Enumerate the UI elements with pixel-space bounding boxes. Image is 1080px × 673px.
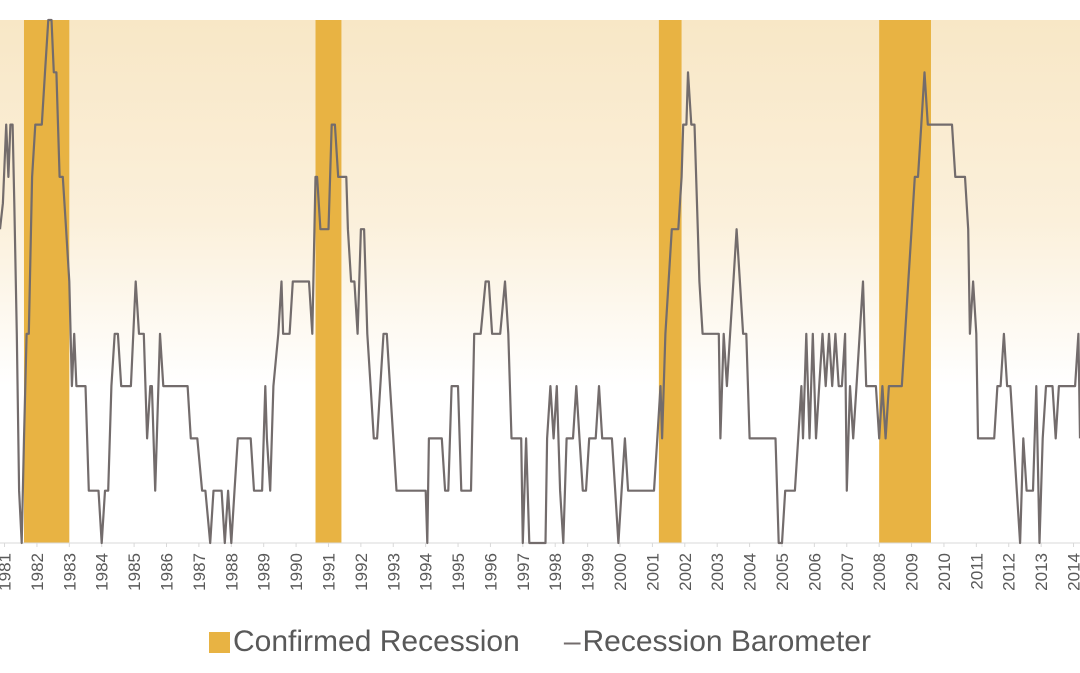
legend-item-barometer: – Recession Barometer [564,625,871,659]
x-tick-label: 2000 [611,553,630,591]
x-tick-label: 1992 [352,553,371,591]
x-tick-label: 1982 [28,553,47,591]
x-tick-label: 1983 [60,553,79,591]
x-tick-label: 2007 [838,553,857,591]
x-tick-label: 1997 [514,553,533,591]
x-tick-label: 1994 [417,553,436,591]
x-tick-label: 1985 [125,553,144,591]
x-tick-label: 2014 [1065,553,1080,591]
legend: Confirmed Recession – Recession Baromete… [0,620,1080,664]
legend-swatch-recession [209,631,231,653]
x-tick-label: 1993 [384,553,403,591]
legend-label-barometer: Recession Barometer [582,625,871,658]
x-tick-label: 2004 [741,553,760,591]
x-tick-label: 2009 [903,553,922,591]
x-tick-label: 1996 [481,553,500,591]
x-tick-label: 1998 [546,553,565,591]
x-tick-label: 2005 [773,553,792,591]
legend-item-recession: Confirmed Recession [209,625,520,659]
x-tick-label: 1991 [319,553,338,591]
x-axis-ticks: 1981 1982 1983 1984 1985 1986 1987 1988 1989 1990… [0,543,1080,591]
x-tick-label: 2001 [643,553,662,591]
x-tick-label: 2010 [935,553,954,591]
x-tick-label: 1988 [222,553,241,591]
x-tick-label: 2002 [676,553,695,591]
x-tick-label: 1987 [190,553,209,591]
x-tick-label: 2008 [870,553,889,591]
recession-barometer-line [0,18,1080,545]
legend-label-recession: Confirmed Recession [233,625,520,658]
x-tick-label: 1990 [287,553,306,591]
x-tick-label: 2011 [967,553,986,590]
x-tick-label: 1989 [255,553,274,591]
x-tick-label: 1986 [158,553,177,591]
x-tick-label: 2013 [1032,553,1051,591]
legend-swatch-barometer: – [563,625,581,658]
recession-bar [315,20,342,543]
recession-bar [23,20,70,543]
recession-bar [658,20,682,543]
x-tick-label: 1999 [579,553,598,591]
x-tick-label: 2006 [805,553,824,591]
x-tick-label: 1981 [0,553,15,591]
x-tick-label: 1995 [449,553,468,591]
x-tick-label: 2003 [708,553,727,591]
x-tick-label: 1984 [93,553,112,591]
x-tick-label: 2012 [1000,553,1019,591]
